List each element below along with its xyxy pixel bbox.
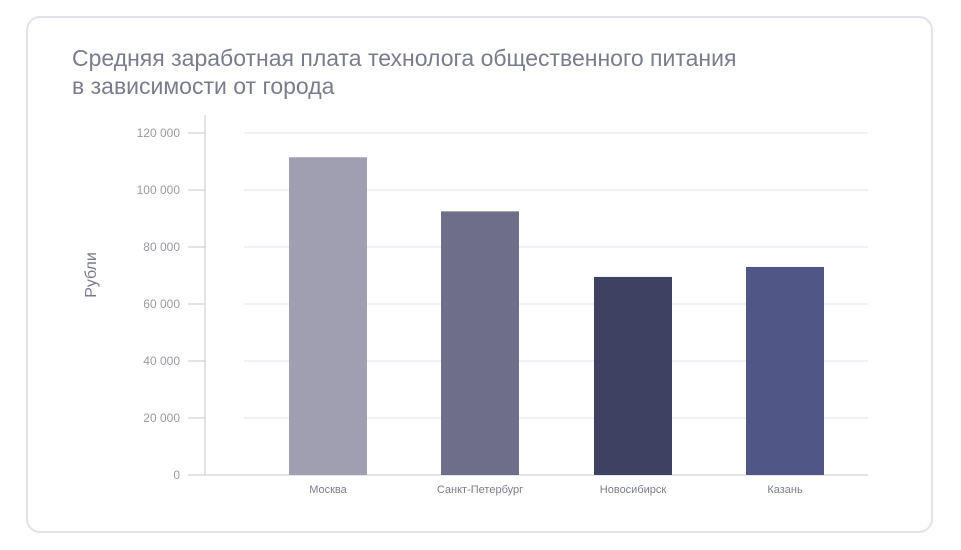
x-tick-label: Казань xyxy=(767,484,803,496)
y-tick-label: 80 000 xyxy=(143,240,180,254)
y-tick-label: 120 000 xyxy=(137,126,181,140)
y-tick-label: 0 xyxy=(173,468,180,482)
y-tick-label: 20 000 xyxy=(143,411,180,425)
bar xyxy=(441,211,519,475)
y-tick-label: 100 000 xyxy=(137,183,181,197)
bar xyxy=(594,276,672,475)
chart-title-line-1: Средняя заработная плата технолога общес… xyxy=(72,45,737,71)
x-tick-label: Москва xyxy=(309,484,347,496)
chart-title: Средняя заработная плата технолога общес… xyxy=(72,44,872,100)
y-tick-label: 40 000 xyxy=(143,354,180,368)
chart-title-line-2: в зависимости от города xyxy=(72,73,335,99)
bar xyxy=(746,266,824,475)
y-tick-label: 60 000 xyxy=(143,297,180,311)
bar xyxy=(289,157,367,475)
x-tick-label: Санкт-Петербург xyxy=(437,484,523,496)
x-tick-label: Новосибирск xyxy=(600,484,667,496)
